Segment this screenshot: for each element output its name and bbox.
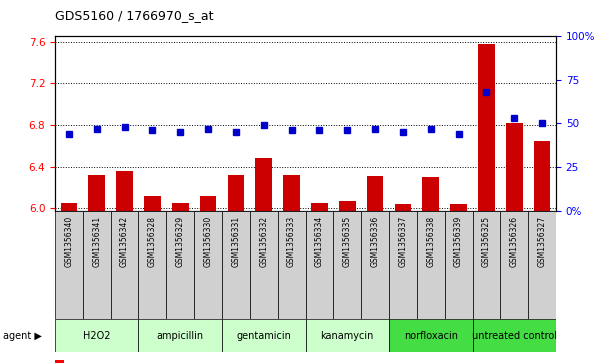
Text: GSM1356333: GSM1356333 [287,216,296,267]
Text: kanamycin: kanamycin [321,331,374,341]
Bar [417,211,445,319]
Bar [172,203,189,211]
Text: GSM1356325: GSM1356325 [482,216,491,267]
Text: GSM1356341: GSM1356341 [92,216,101,267]
Bar [116,171,133,211]
Bar [60,203,77,211]
Text: GSM1356332: GSM1356332 [259,216,268,267]
Bar [528,211,556,319]
Bar [445,211,472,319]
Text: GDS5160 / 1766970_s_at: GDS5160 / 1766970_s_at [55,9,213,22]
Bar [306,319,389,352]
Text: GSM1356330: GSM1356330 [203,216,213,267]
Bar [55,319,139,352]
Bar [139,211,166,319]
Bar [144,196,161,211]
Text: GSM1356336: GSM1356336 [371,216,379,267]
Text: GSM1356340: GSM1356340 [64,216,73,267]
Bar [472,211,500,319]
Text: GSM1356338: GSM1356338 [426,216,435,267]
Text: GSM1356342: GSM1356342 [120,216,129,267]
Text: agent ▶: agent ▶ [3,331,42,341]
Bar [255,158,272,211]
Text: GSM1356329: GSM1356329 [176,216,185,267]
Bar [361,211,389,319]
Text: ampicillin: ampicillin [156,331,204,341]
Bar [478,44,495,211]
Bar [55,211,83,319]
Bar [83,211,111,319]
Bar [284,175,300,211]
Bar [250,211,277,319]
Bar [166,211,194,319]
Text: untreated control: untreated control [472,331,557,341]
Bar [139,319,222,352]
Text: GSM1356328: GSM1356328 [148,216,157,267]
Bar [111,211,139,319]
Bar [55,360,64,363]
Bar [89,175,105,211]
Text: H2O2: H2O2 [83,331,111,341]
Bar [311,203,327,211]
Bar [472,319,556,352]
Bar [334,211,361,319]
Bar [306,211,334,319]
Text: gentamicin: gentamicin [236,331,291,341]
Bar [367,176,384,211]
Bar [339,201,356,211]
Bar [506,123,522,211]
Bar [194,211,222,319]
Bar [450,204,467,211]
Bar [222,319,306,352]
Bar [395,204,411,211]
Text: GSM1356331: GSM1356331 [232,216,240,267]
Text: GSM1356334: GSM1356334 [315,216,324,267]
Bar [389,211,417,319]
Text: GSM1356335: GSM1356335 [343,216,352,267]
Bar [200,196,216,211]
Text: GSM1356339: GSM1356339 [454,216,463,267]
Bar [389,319,472,352]
Bar [422,177,439,211]
Bar [227,175,244,211]
Bar [500,211,528,319]
Text: GSM1356327: GSM1356327 [538,216,547,267]
Bar [534,140,551,211]
Text: norfloxacin: norfloxacin [404,331,458,341]
Text: GSM1356326: GSM1356326 [510,216,519,267]
Bar [277,211,306,319]
Bar [222,211,250,319]
Text: GSM1356337: GSM1356337 [398,216,408,267]
